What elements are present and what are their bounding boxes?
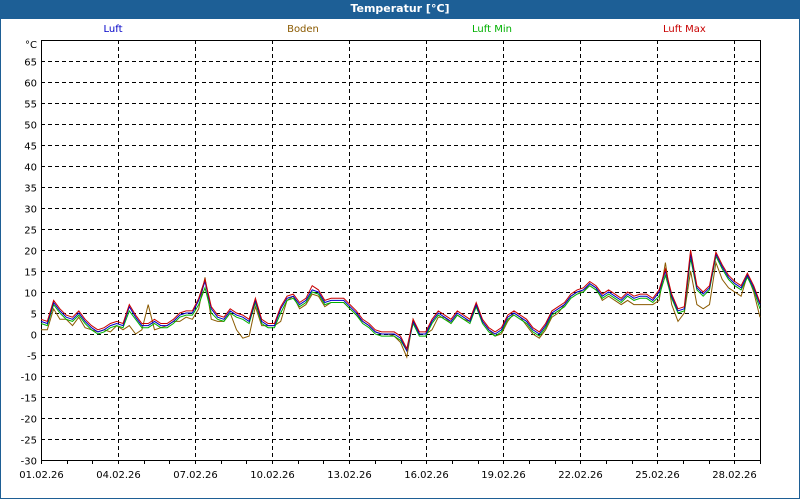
legend-item: Luft Max: [663, 24, 706, 35]
legend-item: Boden: [287, 24, 319, 35]
y-tick-label: 40: [24, 163, 37, 174]
y-tick-label: -25: [21, 436, 37, 447]
y-tick-label: 65: [24, 58, 37, 69]
legend-item: Luft: [103, 24, 123, 35]
y-tick-label: 30: [24, 205, 37, 216]
y-tick-label: -10: [21, 373, 37, 384]
y-tick-label: -15: [21, 394, 37, 405]
x-tick-label: 28.02.26: [712, 470, 757, 481]
x-tick-label: 04.02.26: [96, 470, 141, 481]
x-tick-label: 10.02.26: [250, 470, 295, 481]
y-tick-label: 55: [24, 100, 37, 111]
y-unit-label: °C: [25, 40, 37, 51]
y-tick-label: 5: [31, 310, 37, 321]
x-tick-label: 16.02.26: [404, 470, 449, 481]
x-tick-label: 22.02.26: [558, 470, 603, 481]
y-tick-label: 10: [24, 289, 37, 300]
y-tick-label: 15: [24, 268, 37, 279]
y-tick-label: 35: [24, 184, 37, 195]
y-tick-label: 25: [24, 226, 37, 237]
y-tick-label: 20: [24, 247, 37, 258]
y-tick-label: -20: [21, 415, 37, 426]
x-tick-label: 07.02.26: [173, 470, 218, 481]
chart-title: Temperatur [°C]: [0, 0, 800, 19]
y-tick-label: 0: [31, 331, 37, 342]
series-boden: [41, 260, 761, 359]
series-luft: [40, 252, 761, 353]
x-tick-label: 13.02.26: [327, 470, 372, 481]
x-tick-label: 19.02.26: [481, 470, 526, 481]
series-luft-min: [40, 254, 761, 353]
series-luft-max: [40, 249, 761, 351]
legend-item: Luft Min: [472, 24, 512, 35]
y-tick-label: 45: [24, 142, 37, 153]
y-tick-label: -5: [27, 352, 37, 363]
x-tick-label: 25.02.26: [635, 470, 680, 481]
y-tick-label: -30: [21, 457, 37, 468]
y-tick-label: 60: [24, 79, 37, 90]
y-tick-label: 50: [24, 121, 37, 132]
x-tick-label: 01.02.26: [19, 470, 64, 481]
